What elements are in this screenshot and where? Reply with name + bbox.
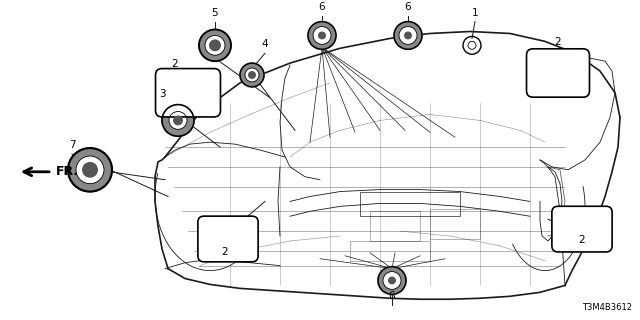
Circle shape — [245, 68, 259, 82]
Circle shape — [318, 31, 326, 39]
Circle shape — [199, 29, 231, 61]
Bar — [430, 209, 480, 239]
Circle shape — [173, 116, 183, 125]
Text: 5: 5 — [212, 8, 218, 18]
Circle shape — [68, 148, 112, 192]
Circle shape — [205, 36, 225, 55]
Text: 2: 2 — [221, 247, 228, 257]
Circle shape — [388, 276, 396, 284]
Text: 2: 2 — [579, 235, 586, 245]
Bar — [370, 211, 420, 241]
Circle shape — [404, 31, 412, 39]
Circle shape — [82, 162, 98, 178]
Text: 1: 1 — [472, 8, 478, 18]
Bar — [350, 241, 430, 261]
FancyBboxPatch shape — [527, 49, 589, 97]
Text: 7: 7 — [68, 140, 76, 150]
Text: 6: 6 — [388, 291, 396, 301]
FancyBboxPatch shape — [156, 68, 220, 117]
Circle shape — [399, 27, 417, 44]
Circle shape — [308, 22, 336, 49]
Circle shape — [313, 27, 331, 44]
Circle shape — [394, 22, 422, 49]
Text: 4: 4 — [262, 39, 268, 49]
Circle shape — [383, 272, 401, 289]
Text: FR.: FR. — [56, 165, 79, 178]
Text: 2: 2 — [555, 37, 561, 47]
Text: 6: 6 — [404, 2, 412, 12]
Text: 6: 6 — [319, 2, 325, 12]
Bar — [360, 192, 460, 216]
FancyBboxPatch shape — [198, 216, 258, 262]
Circle shape — [76, 156, 104, 184]
Text: 3: 3 — [159, 89, 165, 99]
Circle shape — [162, 105, 194, 136]
Circle shape — [248, 71, 256, 79]
Circle shape — [240, 63, 264, 87]
Circle shape — [209, 39, 221, 51]
FancyBboxPatch shape — [552, 206, 612, 252]
Text: 2: 2 — [172, 59, 179, 69]
Circle shape — [378, 267, 406, 294]
Circle shape — [169, 112, 187, 129]
Text: T3M4B3612: T3M4B3612 — [582, 303, 632, 312]
